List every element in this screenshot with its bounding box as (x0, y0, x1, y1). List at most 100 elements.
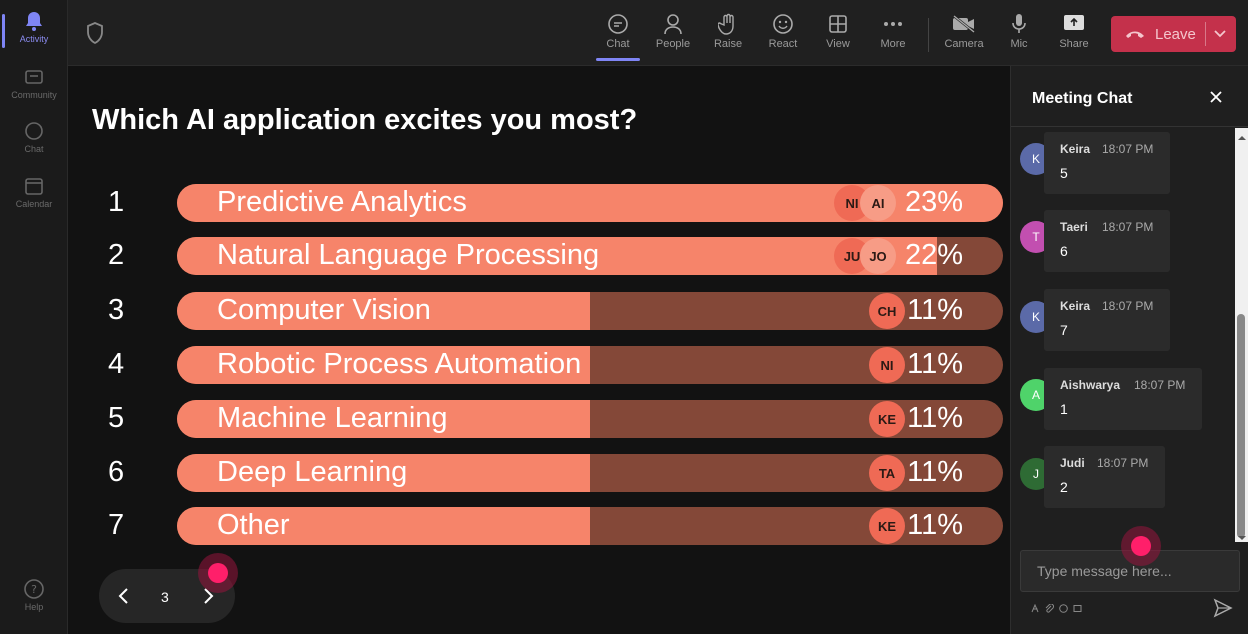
scroll-down-icon[interactable] (1237, 530, 1247, 540)
close-icon[interactable] (1209, 90, 1223, 109)
toolbar-divider (928, 18, 929, 52)
bell-icon (23, 10, 45, 32)
emoji-icon[interactable] (1059, 604, 1068, 616)
rail-calendar[interactable]: Calendar (0, 175, 68, 209)
phone-hangup-icon (1125, 26, 1145, 43)
more-dots-icon (867, 10, 919, 38)
option-bar: Robotic Process Automation NI 11% (177, 346, 1003, 384)
option-bar-fill (177, 454, 590, 492)
message-text: 2 (1060, 479, 1068, 495)
voter-avatar: CH (869, 293, 905, 329)
people-button[interactable]: People (647, 10, 699, 60)
attach-icon[interactable] (1045, 603, 1054, 616)
format-icon[interactable] (1031, 603, 1040, 616)
scrollbar-thumb[interactable] (1237, 314, 1245, 538)
option-label: Predictive Analytics (217, 186, 467, 218)
poll-stage: Which AI application excites you most? 1… (68, 66, 1010, 634)
community-icon (23, 66, 45, 88)
mic-button[interactable]: Mic (993, 10, 1045, 60)
chat-message: Aishwarya 18:07 PM 1 (1044, 368, 1202, 430)
message-input[interactable]: Type message here... (1020, 550, 1240, 592)
message-text: 5 (1060, 165, 1068, 181)
chat-message: Keira 18:07 PM 7 (1044, 289, 1170, 351)
chat-scrollbar[interactable] (1235, 128, 1248, 542)
chevron-down-icon[interactable] (1213, 26, 1227, 44)
option-number: 3 (108, 294, 125, 326)
message-text: 6 (1060, 243, 1068, 259)
message-author: Keira (1060, 142, 1091, 156)
option-label: Machine Learning (217, 402, 448, 434)
hand-icon (702, 10, 754, 38)
message-author: Keira (1060, 299, 1091, 313)
message-text: 7 (1060, 322, 1068, 338)
option-number: 5 (108, 402, 125, 434)
chevron-left-icon[interactable] (117, 586, 131, 611)
rail-help[interactable]: ? Help (0, 578, 68, 612)
voter-avatar: AI (860, 185, 896, 221)
option-percent: 22% (904, 239, 963, 271)
option-bar-fill (177, 292, 590, 330)
option-bar-fill (177, 237, 937, 275)
avatar-initial: K (1031, 152, 1040, 166)
more-button[interactable]: More (867, 10, 919, 60)
option-percent: 23% (904, 186, 963, 218)
poll-option: 3 Computer Vision CH 11% (68, 292, 1010, 332)
chat-title: Meeting Chat (1032, 90, 1133, 107)
rail-community-label: Community (11, 90, 57, 100)
message-author: Aishwarya (1060, 378, 1121, 392)
raise-hand-button[interactable]: Raise (702, 10, 754, 60)
option-percent: 11% (907, 402, 963, 434)
chat-icon (23, 120, 45, 142)
leave-button[interactable]: Leave (1111, 16, 1236, 52)
app-rail: Activity Community Chat Calendar ? Help (0, 0, 68, 634)
gif-icon[interactable] (1073, 604, 1082, 616)
message-time: 18:07 PM (1102, 299, 1154, 313)
message-author: Taeri (1060, 220, 1088, 234)
poll-option: 6 Deep Learning TA 11% (68, 454, 1010, 494)
poll-question: Which AI application excites you most? (92, 104, 638, 136)
leave-divider (1205, 22, 1206, 46)
page-number: 3 (161, 589, 169, 605)
rail-activity[interactable]: Activity (0, 10, 68, 48)
cursor-indicator (1131, 536, 1151, 556)
camera-button[interactable]: Camera (938, 10, 990, 60)
option-number: 4 (108, 348, 125, 380)
chat-button[interactable]: Chat (592, 10, 644, 61)
chat-label: Chat (606, 38, 630, 50)
view-label: View (826, 38, 850, 50)
chevron-right-icon[interactable] (201, 586, 215, 611)
option-bar: Other KE 11% (177, 507, 1003, 545)
send-icon[interactable] (1213, 598, 1233, 623)
rail-chat[interactable]: Chat (0, 120, 68, 154)
meeting-chat-panel: Meeting Chat K Keira 18:07 PM 5 T Taeri … (1010, 66, 1248, 634)
option-bar-fill (177, 507, 590, 545)
voter-avatar: KE (869, 401, 905, 437)
option-bar: Natural Language Processing JU JO 22% (177, 237, 1003, 275)
react-label: React (768, 38, 798, 50)
camera-off-icon (938, 10, 990, 38)
poll-option: 4 Robotic Process Automation NI 11% (68, 346, 1010, 386)
voter-avatar: KE (869, 508, 905, 544)
option-percent: 11% (907, 348, 963, 380)
message-time: 18:07 PM (1134, 378, 1186, 392)
option-percent: 11% (907, 509, 963, 541)
rail-community[interactable]: Community (0, 66, 68, 100)
avatar-initial: T (1032, 230, 1040, 244)
view-button[interactable]: View (812, 10, 864, 60)
mic-label: Mic (1010, 38, 1028, 50)
option-bar-fill (177, 400, 590, 438)
message-time: 18:07 PM (1097, 456, 1149, 470)
cursor-indicator (208, 563, 228, 583)
scroll-up-icon[interactable] (1237, 130, 1247, 140)
option-percent: 11% (907, 456, 963, 488)
rail-activity-label: Activity (19, 34, 49, 44)
react-button[interactable]: React (757, 10, 809, 60)
mic-icon (993, 10, 1045, 38)
shield-icon[interactable] (86, 22, 104, 49)
message-text: 1 (1060, 401, 1068, 417)
share-button[interactable]: Share (1048, 10, 1100, 60)
chat-message: Judi 18:07 PM 2 (1044, 446, 1165, 508)
more-label: More (880, 38, 906, 50)
option-number: 2 (108, 239, 125, 271)
chat-message: Keira 18:07 PM 5 (1044, 132, 1170, 194)
